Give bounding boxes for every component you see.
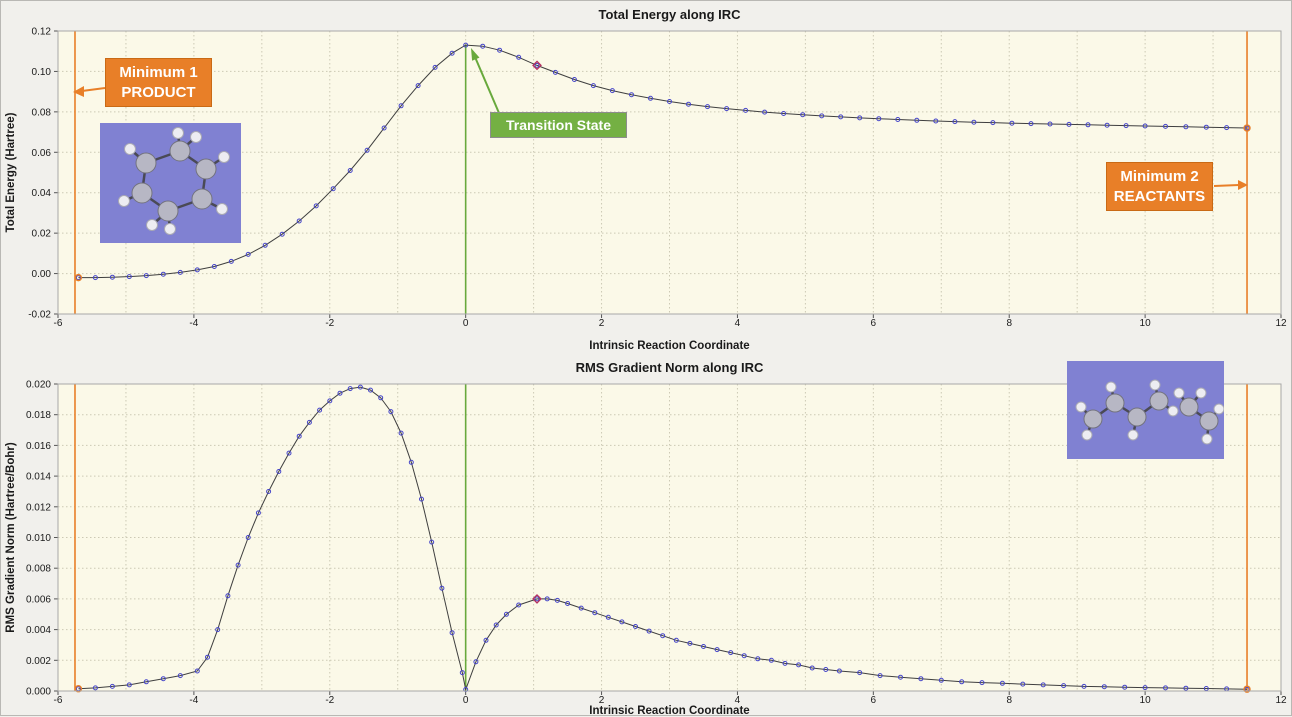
svg-text:0.12: 0.12	[32, 27, 52, 38]
svg-text:0.014: 0.014	[26, 472, 51, 483]
svg-text:8: 8	[1006, 318, 1012, 329]
molecule-atoms	[1075, 379, 1225, 445]
transition-state-label: Transition State	[490, 112, 627, 138]
svg-text:8: 8	[1006, 695, 1012, 706]
product-molecule-image	[100, 123, 241, 248]
svg-text:0.002: 0.002	[26, 656, 51, 667]
svg-text:0: 0	[463, 695, 469, 706]
minimum-2-reactants-label: Minimum 2 REACTANTS	[1106, 162, 1213, 211]
svg-text:10: 10	[1140, 318, 1152, 329]
molecule-atoms	[118, 127, 230, 235]
svg-text:0.018: 0.018	[26, 410, 51, 421]
svg-text:Intrinsic Reaction Coordinate: Intrinsic Reaction Coordinate	[589, 340, 749, 352]
total-energy-chart[interactable]: -6 -4 -2 0 2 4 6 8 10 12 -0.02 0.00 0.02 0.04 0.06 0.08…	[1, 1, 1292, 357]
minimum-1-line: Minimum 1	[119, 64, 198, 81]
reactants-line: REACTANTS	[1113, 188, 1206, 205]
svg-text:0.016: 0.016	[26, 441, 51, 452]
svg-text:0.006: 0.006	[26, 594, 51, 605]
minimum-1-product-label: Minimum 1 PRODUCT	[105, 58, 212, 107]
svg-text:-2: -2	[325, 318, 334, 329]
svg-text:12: 12	[1275, 318, 1287, 329]
svg-text:Total Energy (Hartree): Total Energy (Hartree)	[5, 112, 17, 232]
product-line: PRODUCT	[121, 84, 196, 101]
svg-text:0.004: 0.004	[26, 625, 51, 636]
svg-text:0: 0	[463, 318, 469, 329]
svg-text:Total Energy along IRC: Total Energy along IRC	[598, 7, 741, 22]
svg-text:-6: -6	[54, 695, 63, 706]
total-energy-chart-panel: -6 -4 -2 0 2 4 6 8 10 12 -0.02 0.00 0.02 0.04 0.06 0.08…	[1, 1, 1292, 357]
svg-text:4: 4	[735, 318, 741, 329]
svg-text:0.08: 0.08	[32, 107, 52, 118]
svg-text:-6: -6	[54, 318, 63, 329]
svg-text:0.02: 0.02	[32, 229, 52, 240]
svg-text:-0.02: -0.02	[28, 310, 51, 321]
svg-text:10: 10	[1140, 695, 1152, 706]
svg-text:2: 2	[599, 318, 605, 329]
svg-text:RMS Gradient Norm (Hartree/Boh: RMS Gradient Norm (Hartree/Bohr)	[5, 442, 17, 633]
svg-text:0.06: 0.06	[32, 148, 52, 159]
svg-text:Intrinsic Reaction Coordinate: Intrinsic Reaction Coordinate	[589, 705, 749, 717]
reactants-molecule-image	[1067, 361, 1225, 464]
svg-text:0.020: 0.020	[26, 380, 51, 391]
svg-text:6: 6	[871, 695, 877, 706]
svg-text:4: 4	[735, 695, 741, 706]
svg-text:-4: -4	[189, 695, 198, 706]
svg-text:RMS Gradient Norm along IRC: RMS Gradient Norm along IRC	[576, 360, 764, 375]
svg-text:12: 12	[1275, 695, 1287, 706]
svg-text:0.04: 0.04	[32, 188, 52, 199]
svg-text:0.10: 0.10	[32, 67, 52, 78]
svg-text:-4: -4	[189, 318, 198, 329]
svg-text:0.008: 0.008	[26, 564, 51, 575]
svg-text:0.010: 0.010	[26, 533, 51, 544]
svg-text:0.000: 0.000	[26, 687, 51, 698]
svg-text:0.00: 0.00	[32, 269, 52, 280]
minimum-2-line: Minimum 2	[1120, 168, 1199, 185]
svg-text:2: 2	[599, 695, 605, 706]
svg-text:0.012: 0.012	[26, 502, 51, 513]
svg-text:-2: -2	[325, 695, 334, 706]
svg-text:6: 6	[871, 318, 877, 329]
